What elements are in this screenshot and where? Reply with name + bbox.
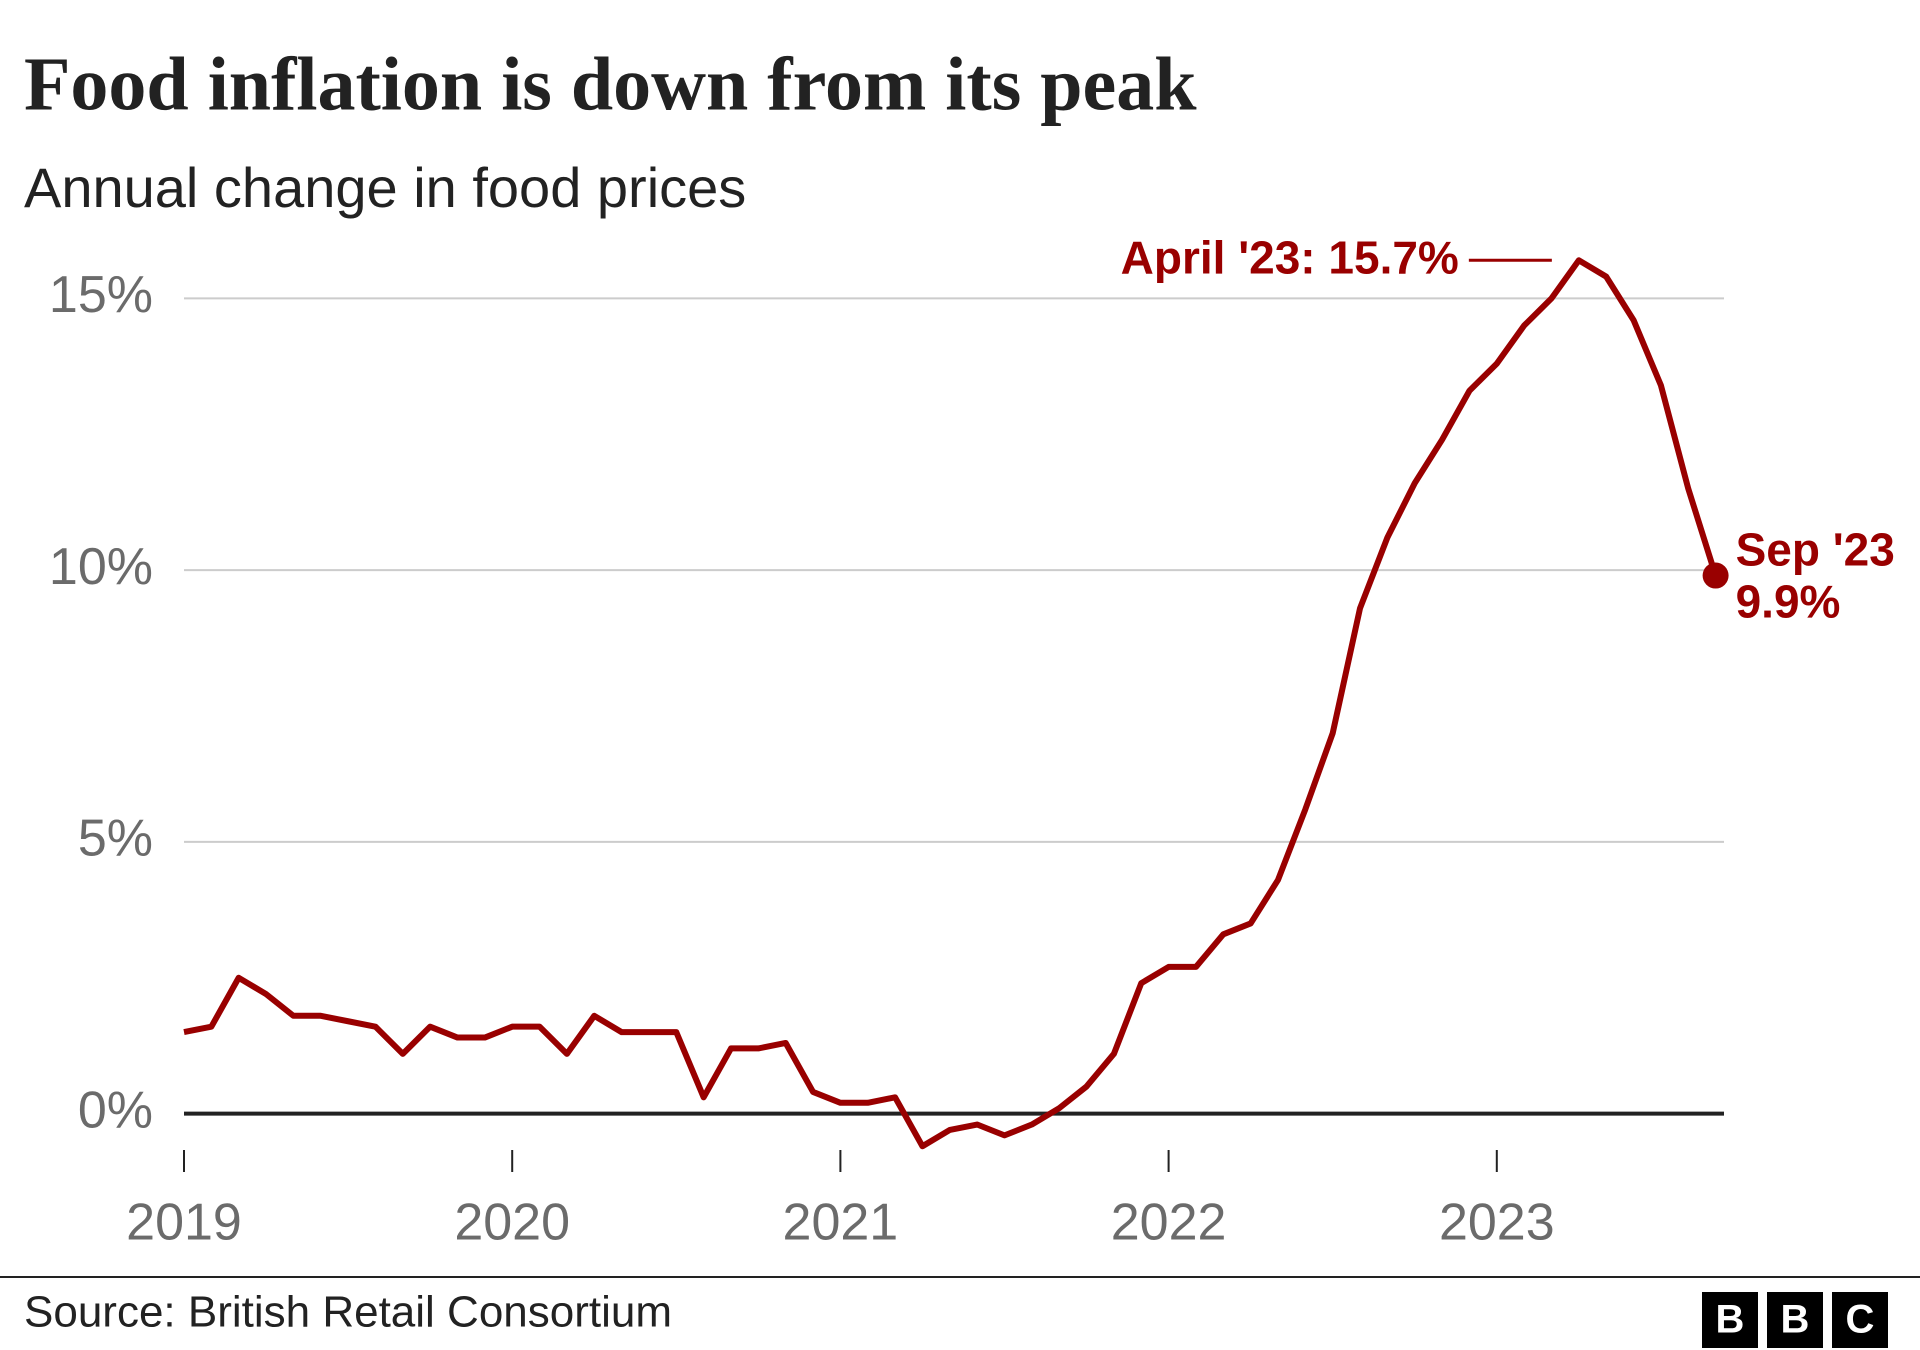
x-tick-label: 2019 xyxy=(126,1194,242,1252)
x-tick-label: 2023 xyxy=(1439,1194,1555,1252)
x-tick-label: 2021 xyxy=(783,1194,899,1252)
peak-label: April '23: 15.7% xyxy=(1121,231,1459,283)
logo-box xyxy=(1832,1292,1888,1348)
end-label: 9.9% xyxy=(1736,576,1841,628)
x-tick-label: 2020 xyxy=(454,1194,570,1252)
logo-letter: C xyxy=(1846,1298,1875,1342)
source: Source: British Retail Consortium xyxy=(24,1288,672,1337)
logo-box xyxy=(1767,1292,1823,1348)
end-dot xyxy=(1702,562,1729,589)
line xyxy=(183,257,1719,1150)
chart-title: Food inflation is down from its peak xyxy=(24,42,1197,126)
y-tick-label: 5% xyxy=(78,810,153,868)
chart-subtitle: Annual change in food prices xyxy=(24,156,746,219)
y-tick-label: 10% xyxy=(49,538,153,596)
logo-letter: B xyxy=(1716,1298,1745,1342)
end-label: Sep '23 xyxy=(1736,524,1895,576)
logo-box xyxy=(1702,1292,1758,1348)
x-tick-label: 2022 xyxy=(1111,1194,1227,1252)
y-tick-label: 0% xyxy=(78,1081,153,1139)
logo-letter: B xyxy=(1781,1298,1810,1342)
y-tick-label: 15% xyxy=(49,266,153,324)
